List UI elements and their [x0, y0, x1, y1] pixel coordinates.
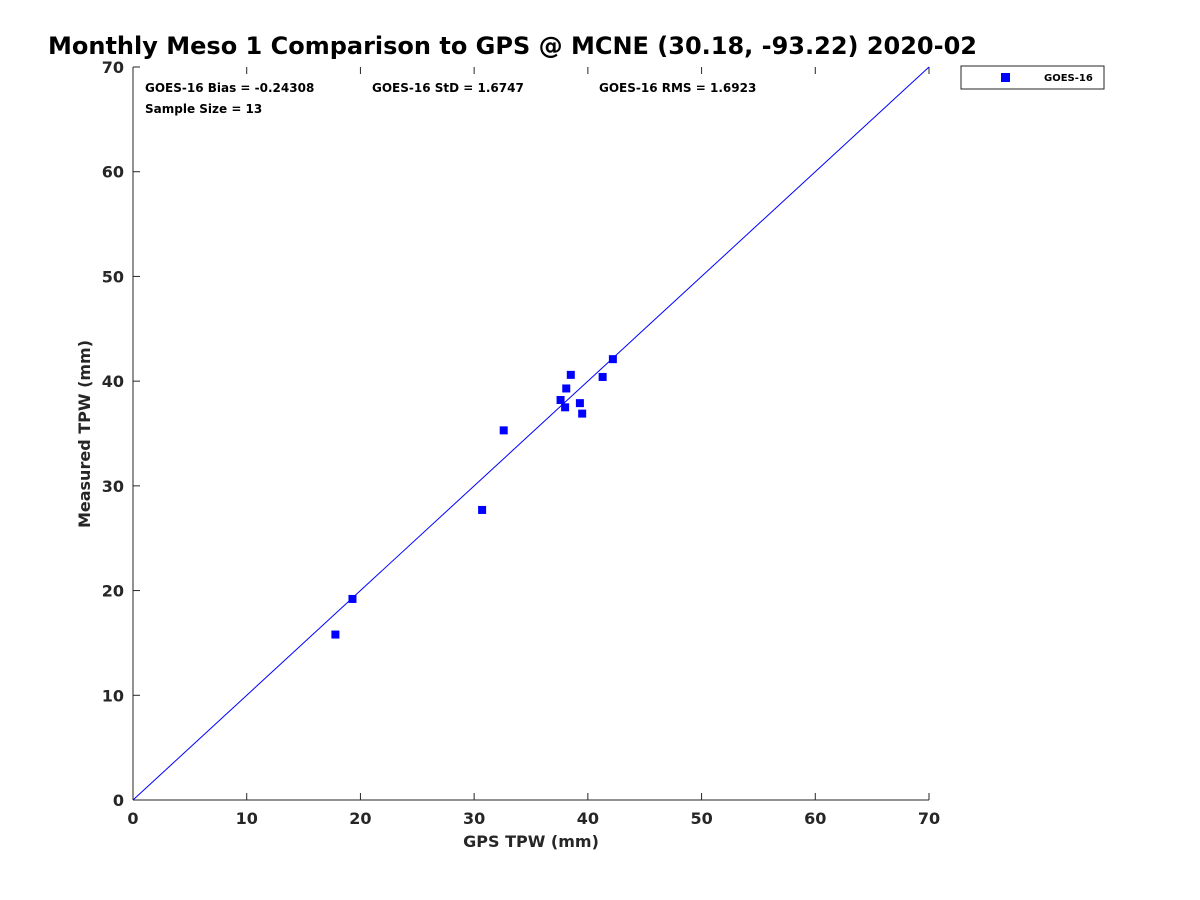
x-tick-label: 10	[236, 809, 258, 828]
plot-area: 0 10 20 30 40 50 60 70 0 10 20 30 40 50 60 70	[102, 58, 940, 828]
x-tick-label: 60	[804, 809, 826, 828]
x-tick-label: 30	[463, 809, 485, 828]
data-point	[478, 505, 487, 514]
y-axis-label: Measured TPW (mm)	[75, 340, 94, 528]
bias-stat: GOES-16 Bias = -0.24308	[145, 81, 314, 95]
data-point	[556, 395, 565, 404]
y-tick-label: 20	[102, 582, 124, 601]
legend-label-goes16: GOES-16	[1044, 73, 1093, 84]
legend-marker-goes16	[1001, 73, 1010, 82]
y-tick-label: 0	[113, 791, 124, 810]
data-points	[331, 355, 617, 639]
x-tick-label: 20	[349, 809, 371, 828]
y-ticks: 0 10 20 30 40 50 60 70	[102, 58, 140, 810]
x-tick-label: 50	[690, 809, 712, 828]
data-point	[331, 630, 340, 639]
sample-size-stat: Sample Size = 13	[145, 102, 262, 116]
chart-title: Monthly Meso 1 Comparison to GPS @ MCNE …	[48, 32, 977, 60]
one-to-one-line	[132, 66, 930, 801]
x-tick-label: 0	[127, 809, 138, 828]
x-axis-label: GPS TPW (mm)	[463, 832, 599, 851]
x-tick-label: 40	[577, 809, 599, 828]
legend-box	[960, 65, 1105, 90]
data-point	[499, 426, 508, 435]
data-point	[561, 403, 570, 412]
y-tick-label: 40	[102, 372, 124, 391]
data-point	[575, 399, 584, 408]
legend: GOES-16	[960, 65, 1105, 90]
y-tick-label: 60	[102, 163, 124, 182]
rms-stat: GOES-16 RMS = 1.6923	[599, 81, 756, 95]
y-tick-label: 10	[102, 686, 124, 705]
data-point	[598, 372, 607, 381]
data-point	[608, 355, 617, 364]
data-point	[578, 409, 587, 418]
data-point	[348, 594, 357, 603]
x-ticks: 0 10 20 30 40 50 60 70	[127, 67, 940, 828]
data-point	[562, 384, 571, 393]
y-tick-label: 70	[102, 58, 124, 77]
data-point	[566, 370, 575, 379]
std-stat: GOES-16 StD = 1.6747	[372, 81, 524, 95]
x-tick-label: 70	[918, 809, 940, 828]
y-tick-label: 50	[102, 267, 124, 286]
y-tick-label: 30	[102, 477, 124, 496]
